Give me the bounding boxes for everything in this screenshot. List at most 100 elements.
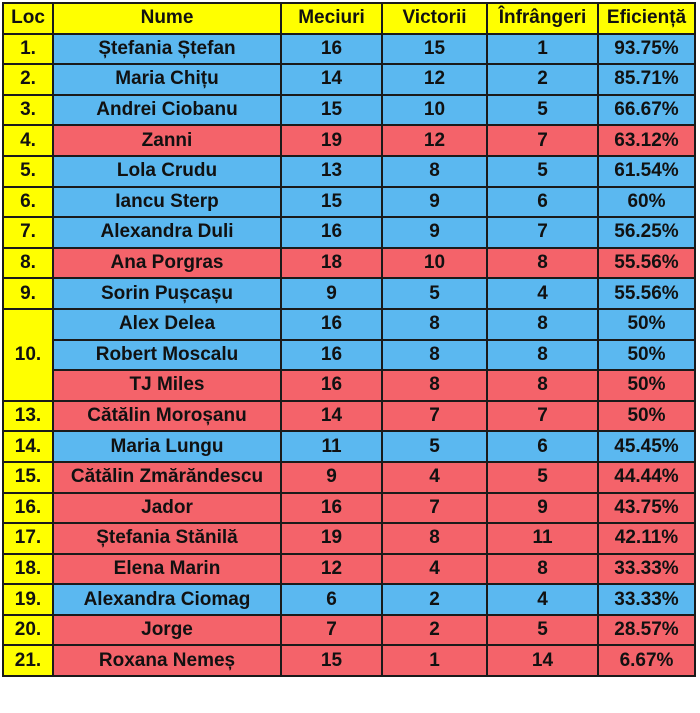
wins-cell: 8 [381, 307, 488, 341]
header-loc: Loc [2, 2, 54, 35]
table-row: 17. Ștefania Stănilă 19 8 11 42.11% [2, 522, 696, 555]
matches-cell: 16 [280, 216, 383, 249]
losses-cell: 5 [486, 613, 599, 647]
header-row: Loc Nume Meciuri Victorii Înfrângeri Efi… [2, 2, 696, 35]
table-row: 4. Zanni 19 12 7 63.12% [2, 124, 696, 157]
player-name-cell: Ștefania Ștefan [52, 32, 282, 66]
player-name-cell: Maria Lungu [52, 430, 282, 463]
standings-table-container: Loc Nume Meciuri Victorii Înfrângeri Efi… [2, 2, 696, 678]
player-name-cell: Alexandra Ciomag [52, 583, 282, 616]
player-name-cell: Alexandra Duli [52, 216, 282, 249]
rank-cell: 17. [2, 522, 54, 555]
player-name-cell: Maria Chițu [52, 63, 282, 96]
player-name-cell: Robert Moscalu [52, 338, 282, 372]
efficiency-cell: 28.57% [597, 613, 696, 647]
rank-cell: 21. [2, 644, 54, 678]
rank-cell: 6. [2, 185, 54, 219]
table-row: 1. Ștefania Ștefan 16 15 1 93.75% [2, 32, 696, 66]
player-name-cell: Cătălin Moroșanu [52, 399, 282, 433]
rank-cell: 5. [2, 154, 54, 188]
losses-cell: 1 [486, 32, 599, 66]
player-name-cell: Lola Crudu [52, 154, 282, 188]
rank-cell: 3. [2, 93, 54, 127]
wins-cell: 2 [381, 583, 488, 616]
table-row: 19. Alexandra Ciomag 6 2 4 33.33% [2, 583, 696, 616]
matches-cell: 15 [280, 93, 383, 127]
wins-cell: 5 [381, 277, 488, 310]
losses-cell: 5 [486, 93, 599, 127]
efficiency-cell: 44.44% [597, 460, 696, 494]
wins-cell: 12 [381, 124, 488, 157]
matches-cell: 14 [280, 399, 383, 433]
matches-cell: 16 [280, 369, 383, 402]
table-row: 20. Jorge 7 2 5 28.57% [2, 613, 696, 647]
efficiency-cell: 60% [597, 185, 696, 219]
matches-cell: 7 [280, 613, 383, 647]
player-name-cell: Elena Marin [52, 552, 282, 586]
player-name-cell: Roxana Nemeș [52, 644, 282, 678]
matches-cell: 15 [280, 185, 383, 219]
rank-cell: 8. [2, 246, 54, 280]
losses-cell: 4 [486, 583, 599, 616]
losses-cell: 9 [486, 491, 599, 525]
matches-cell: 9 [280, 277, 383, 310]
matches-cell: 15 [280, 644, 383, 678]
header-losses: Înfrângeri [486, 2, 599, 35]
efficiency-cell: 33.33% [597, 583, 696, 616]
efficiency-cell: 93.75% [597, 32, 696, 66]
matches-cell: 16 [280, 338, 383, 372]
table-body: 1. Ștefania Ștefan 16 15 1 93.75% 2. Maria Chiț… [2, 32, 696, 678]
wins-cell: 8 [381, 369, 488, 402]
rank-cell: 7. [2, 216, 54, 249]
table-row: Robert Moscalu 16 8 8 50% [3, 338, 696, 372]
matches-cell: 9 [280, 460, 383, 494]
matches-cell: 14 [280, 63, 383, 96]
losses-cell: 7 [486, 399, 599, 433]
wins-cell: 9 [381, 216, 488, 249]
table-row: 16. Jador 16 7 9 43.75% [2, 491, 696, 525]
efficiency-cell: 42.11% [597, 522, 696, 555]
efficiency-cell: 85.71% [597, 63, 696, 96]
losses-cell: 11 [486, 522, 599, 555]
wins-cell: 4 [381, 552, 488, 586]
efficiency-cell: 55.56% [597, 246, 696, 280]
rank-cell: 19. [2, 583, 54, 616]
player-name-cell: Ștefania Stănilă [52, 522, 282, 555]
wins-cell: 4 [381, 460, 488, 494]
rank-cell: 18. [2, 552, 54, 586]
table-row: 10. Alex Delea 16 8 8 50% [2, 307, 696, 402]
matches-cell: 6 [280, 583, 383, 616]
rank-cell: 16. [2, 491, 54, 525]
standings-table: Loc Nume Meciuri Victorii Înfrângeri Efi… [2, 2, 696, 678]
losses-cell: 8 [486, 552, 599, 586]
table-row: 21. Roxana Nemeș 15 1 14 6.67% [2, 644, 696, 678]
wins-cell: 2 [381, 613, 488, 647]
wins-cell: 9 [381, 185, 488, 219]
efficiency-cell: 50% [597, 399, 696, 433]
player-name-cell: TJ Miles [52, 369, 282, 402]
matches-cell: 12 [280, 552, 383, 586]
player-name-cell: Iancu Sterp [52, 185, 282, 219]
player-name-cell: Jador [52, 491, 282, 525]
matches-cell: 16 [280, 32, 383, 66]
player-name-cell: Jorge [52, 613, 282, 647]
matches-cell: 18 [280, 246, 383, 280]
rank-cell: 13. [2, 399, 54, 433]
efficiency-cell: 55.56% [597, 277, 696, 310]
wins-cell: 8 [381, 338, 488, 372]
rank-cell: 20. [2, 613, 54, 647]
player-name-cell: Andrei Ciobanu [52, 93, 282, 127]
losses-cell: 2 [486, 63, 599, 96]
player-name-cell: Alex Delea [52, 307, 282, 341]
matches-cell: 19 [280, 522, 383, 555]
rank-cell: 14. [2, 430, 54, 463]
efficiency-cell: 56.25% [597, 216, 696, 249]
losses-cell: 8 [486, 369, 599, 402]
losses-cell: 5 [486, 460, 599, 494]
matches-cell: 19 [280, 124, 383, 157]
player-name-cell: Zanni [52, 124, 282, 157]
losses-cell: 6 [486, 185, 599, 219]
matches-cell: 16 [280, 491, 383, 525]
wins-cell: 1 [381, 644, 488, 678]
player-name-cell: Ana Porgras [52, 246, 282, 280]
